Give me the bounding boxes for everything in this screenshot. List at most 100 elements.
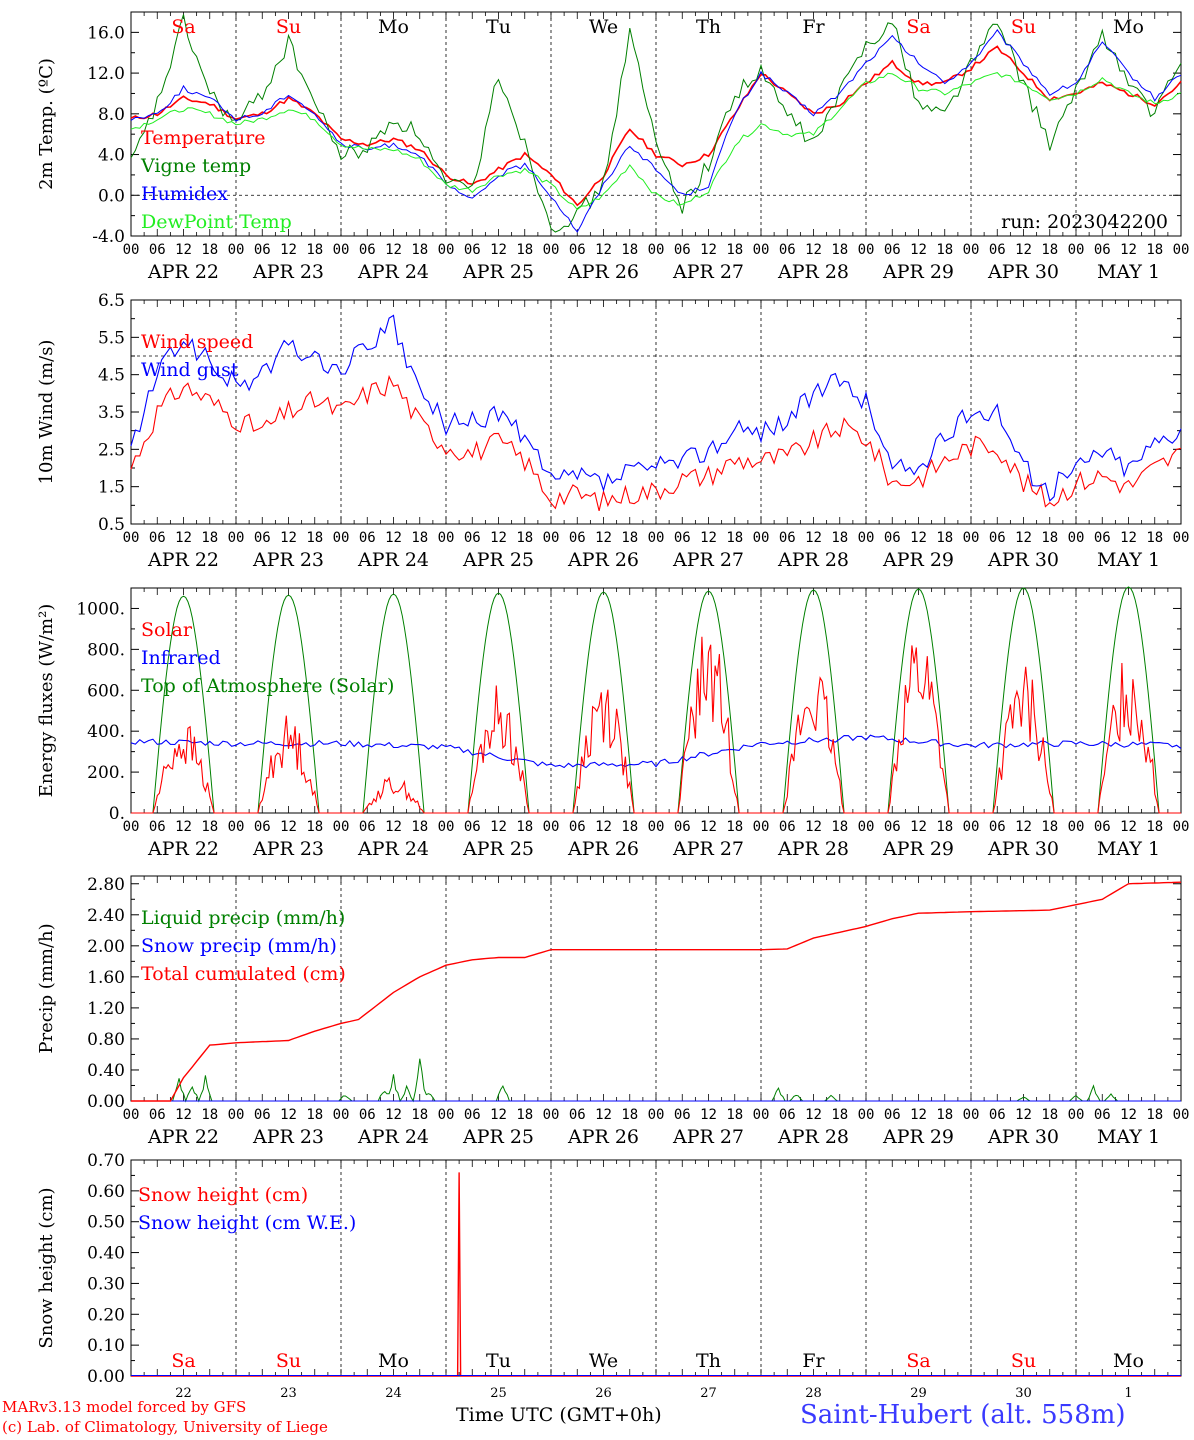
hour-tick-label: 06 [254,242,271,258]
x-axis-title: Time UTC (GMT+0h) [456,1404,662,1426]
hour-tick-label: 00 [123,242,140,258]
legend-dewpoint-temp: DewPoint Temp [141,211,292,233]
hour-tick-label: 00 [543,530,560,546]
hour-tick-label: 06 [884,1107,901,1123]
day-name-label: Tu [486,16,511,38]
date-label: APR 25 [462,549,534,571]
hour-tick-label: 18 [1146,1107,1163,1123]
hour-tick-label: 18 [726,1107,743,1123]
hour-tick-label: 12 [1120,819,1137,835]
day-name-label: Fr [802,1350,825,1372]
y-tick-label: 16.0 [87,23,125,43]
day-name-label: Mo [378,16,409,38]
day-number-label: 27 [700,1386,717,1401]
lab-credit: (c) Lab. of Climatology, University of L… [2,1418,328,1436]
hour-tick-label: 12 [595,1107,612,1123]
hour-tick-label: 06 [464,1107,481,1123]
hour-tick-label: 18 [516,530,533,546]
legend-wind-speed: Wind speed [141,331,253,353]
hour-tick-label: 12 [1015,819,1032,835]
date-label: APR 29 [882,1126,954,1148]
hour-tick-label: 06 [359,1107,376,1123]
day-number-label: 30 [1015,1386,1032,1401]
day-name-label: Su [276,16,301,38]
hour-tick-label: 12 [280,530,297,546]
hour-tick-label: 00 [648,1107,665,1123]
hour-tick-label: 12 [280,1107,297,1123]
hour-tick-label: 18 [831,242,848,258]
hour-tick-label: 18 [306,819,323,835]
day-name-label: Sa [906,1350,930,1372]
y-tick-label: 4.5 [98,366,125,386]
hour-tick-label: 00 [1068,1107,1085,1123]
hour-tick-label: 12 [910,819,927,835]
y-tick-label: 0.0 [98,186,125,206]
hour-tick-label: 18 [516,242,533,258]
hour-tick-label: 00 [963,819,980,835]
hour-tick-label: 18 [726,242,743,258]
hour-tick-label: 00 [438,530,455,546]
date-label: APR 24 [357,261,429,283]
hour-tick-label: 00 [543,819,560,835]
y-tick-label: 0.00 [87,1367,125,1387]
day-name-label: Mo [1113,1350,1144,1372]
hour-tick-label: 06 [254,1107,271,1123]
hour-tick-label: 06 [674,819,691,835]
date-label: APR 26 [567,261,639,283]
hour-tick-label: 18 [1146,530,1163,546]
hour-tick-label: 12 [280,819,297,835]
legend-liquid-precip-mm-h-: Liquid precip (mm/h) [141,907,345,929]
hour-tick-label: 18 [621,1107,638,1123]
hour-tick-label: 00 [858,1107,875,1123]
precip-panel: 0.00 0.40 0.80 1.20 1.60 2.00 2.40 2.80 Precip (… [36,875,1189,1148]
y-tick-label: 1.60 [87,968,125,988]
date-label: MAY 1 [1097,261,1160,283]
y-tick-label: 0.30 [87,1274,125,1294]
y-tick-label: 0.40 [87,1244,125,1264]
y-tick-label: 5.5 [98,328,125,348]
snow-panel: 0.00 0.10 0.20 0.30 0.40 0.50 0.60 0.70 Snow hei… [36,1151,1182,1401]
date-label: APR 25 [462,261,534,283]
hour-tick-label: 18 [516,819,533,835]
hour-tick-label: 00 [963,1107,980,1123]
hour-tick-label: 12 [910,1107,927,1123]
y-axis-label: Snow height (cm) [36,1187,57,1348]
hour-tick-label: 12 [1015,530,1032,546]
day-name-label: Fr [802,16,825,38]
hour-tick-label: 18 [621,530,638,546]
y-tick-label: 2.80 [87,875,125,895]
hour-tick-label: 06 [674,1107,691,1123]
day-number-label: 1 [1124,1386,1132,1401]
hour-tick-label: 12 [805,1107,822,1123]
day-name-label: Su [276,1350,301,1372]
y-tick-label: 12.0 [87,64,125,84]
hour-tick-label: 06 [359,819,376,835]
hour-tick-label: 18 [1041,819,1058,835]
hour-tick-label: 12 [280,242,297,258]
hour-tick-label: 12 [490,819,507,835]
hour-tick-label: 06 [884,530,901,546]
legend-infrared: Infrared [141,647,221,669]
hour-tick-label: 18 [726,819,743,835]
hour-tick-label: 00 [1173,242,1190,258]
day-name-label: Su [1011,16,1036,38]
hour-tick-label: 12 [175,242,192,258]
date-label: APR 28 [777,261,849,283]
date-label: APR 24 [357,549,429,571]
hour-tick-label: 00 [1068,530,1085,546]
hour-tick-label: 00 [963,242,980,258]
hour-tick-label: 06 [569,530,586,546]
day-name-label: Sa [171,1350,195,1372]
legend-top-of-atmosphere-solar-: Top of Atmosphere (Solar) [141,675,394,697]
y-tick-label: 0.5 [98,515,125,535]
hour-tick-label: 18 [936,1107,953,1123]
y-tick-label: 0.70 [87,1151,125,1171]
hour-tick-label: 00 [648,819,665,835]
y-axis-label: 10m Wind (m/s) [36,340,57,485]
hour-tick-label: 00 [228,530,245,546]
hour-tick-label: 12 [805,530,822,546]
hour-tick-label: 00 [648,530,665,546]
y-tick-label: -4.0 [92,227,125,247]
hour-tick-label: 06 [1094,1107,1111,1123]
